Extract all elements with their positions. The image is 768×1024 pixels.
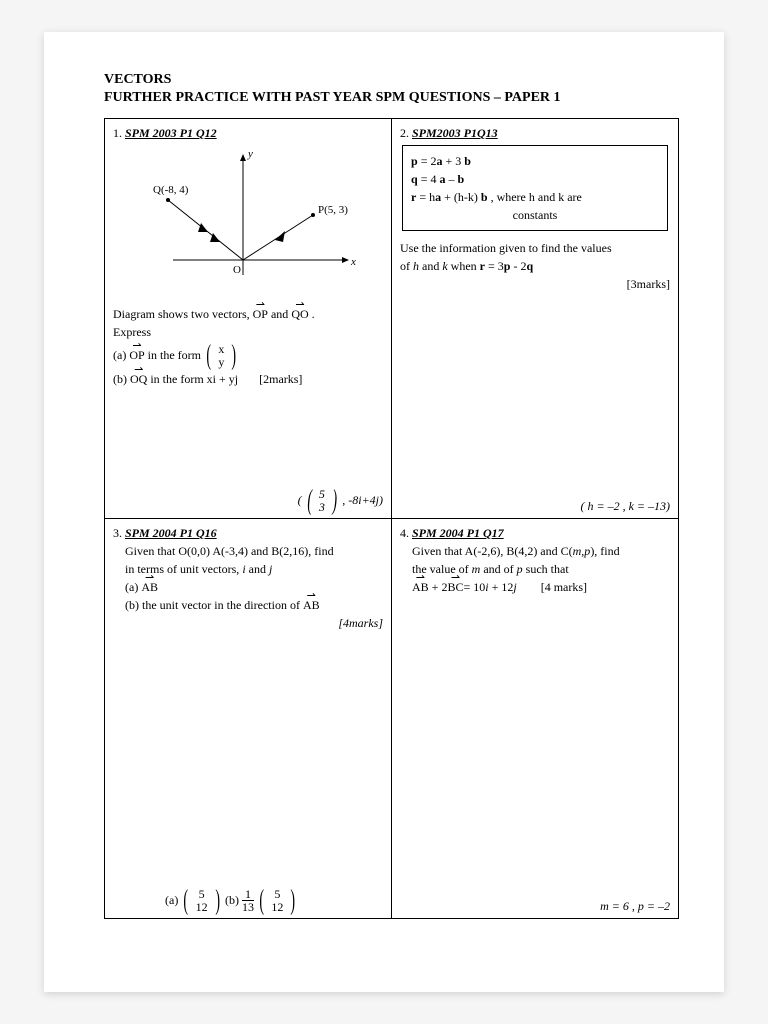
q2-given-box: p = 2a + 3 b q = 4 a – b r = ha + (h-k) … <box>402 145 668 231</box>
q1-answer: ( ( 5 3 ) , -8i+4j) <box>298 488 383 514</box>
q2-box-l2: q = 4 a – b <box>411 170 659 188</box>
svg-text:Q(-8, 4): Q(-8, 4) <box>153 184 189 196</box>
q2-answer: ( h = –2 , k = –13) <box>580 499 670 514</box>
q1-a-post: in the form <box>148 348 204 362</box>
q1-marks: [2marks] <box>259 372 302 386</box>
cell-q2: 2. SPM2003 P1Q13 p = 2a + 3 b q = 4 a – … <box>392 119 679 519</box>
q4-marks: [4 marks] <box>541 580 587 594</box>
page-header: VECTORS FURTHER PRACTICE WITH PAST YEAR … <box>104 72 679 106</box>
q1-a-vec: OP <box>129 348 144 363</box>
q4-number: 4. <box>400 526 409 540</box>
q2-marks: [3marks] <box>400 277 670 292</box>
q2-heading: SPM2003 P1Q13 <box>412 126 498 140</box>
q1-b-pre: (b) <box>113 372 130 386</box>
cell-q4: 4. SPM 2004 P1 Q17 Given that A(-2,6), B… <box>392 519 679 919</box>
cell-q3: 3. SPM 2004 P1 Q16 Given that O(0,0) A(-… <box>105 519 392 919</box>
q2-instr1: Use the information given to find the va… <box>400 241 670 256</box>
q1-b-vec: OQ <box>130 372 147 387</box>
q1-number: 1. <box>113 126 122 140</box>
q2-box-l3: r = ha + (h-k) b , where h and k are <box>411 188 659 206</box>
q2-box-l1: p = 2a + 3 b <box>411 152 659 170</box>
q3-a-pre: (a) <box>125 580 141 594</box>
q4-line1: Given that A(-2,6), B(4,2) and C(m,p), f… <box>400 544 670 559</box>
q3-marks: [4marks] <box>113 616 383 631</box>
q2-instr2: of h and k when r = 3p - 2q <box>400 259 670 274</box>
q1-a-pre: (a) <box>113 348 129 362</box>
q4-heading: SPM 2004 P1 Q17 <box>412 526 504 540</box>
svg-text:P(5, 3): P(5, 3) <box>318 204 348 216</box>
q3-answer: (a) ( 5 12 ) (b) 1 13 ( 5 12 <box>165 888 298 914</box>
q3-line1: Given that O(0,0) A(-3,4) and B(2,16), f… <box>113 544 383 559</box>
q1-vec-op: OP <box>253 307 268 322</box>
q4-line2: the value of m and of p such that <box>400 562 670 577</box>
subtitle: FURTHER PRACTICE WITH PAST YEAR SPM QUES… <box>104 90 679 106</box>
q3-fraction: 1 13 <box>242 888 254 913</box>
q3-b-pre: (b) the unit vector in the direction of <box>125 598 303 612</box>
title: VECTORS <box>104 72 679 88</box>
q1-express: Express <box>113 325 383 340</box>
q1-desc1: Diagram shows two vectors, <box>113 307 253 321</box>
q3-heading: SPM 2004 P1 Q16 <box>125 526 217 540</box>
q1-and: and <box>271 307 291 321</box>
q2-box-l4: constants <box>411 206 659 224</box>
cell-q1: 1. SPM 2003 P1 Q12 y x <box>105 119 392 519</box>
q4-answer: m = 6 , p = –2 <box>600 899 670 914</box>
svg-text:O: O <box>233 264 241 276</box>
q1-desc2: . <box>312 307 315 321</box>
svg-text:x: x <box>350 256 356 268</box>
q2-number: 2. <box>400 126 409 140</box>
q1-diagram: y x O Q(-8, 4) P(5, 3) <box>113 145 383 299</box>
q1-b-post: in the form xi + yj <box>150 372 238 386</box>
q1-col-vector: x y <box>216 343 226 369</box>
q4-equation: AB + 2BC= 10i + 12j [4 marks] <box>400 580 670 595</box>
q3-a-vec: AB <box>141 580 158 595</box>
q1-vec-qo: QO <box>291 307 308 322</box>
q3-b-vec: AB <box>303 598 320 613</box>
document-page: VECTORS FURTHER PRACTICE WITH PAST YEAR … <box>44 32 724 992</box>
svg-text:y: y <box>247 148 253 160</box>
questions-grid: 1. SPM 2003 P1 Q12 y x <box>104 118 679 919</box>
q3-number: 3. <box>113 526 122 540</box>
q1-heading: SPM 2003 P1 Q12 <box>125 126 217 140</box>
